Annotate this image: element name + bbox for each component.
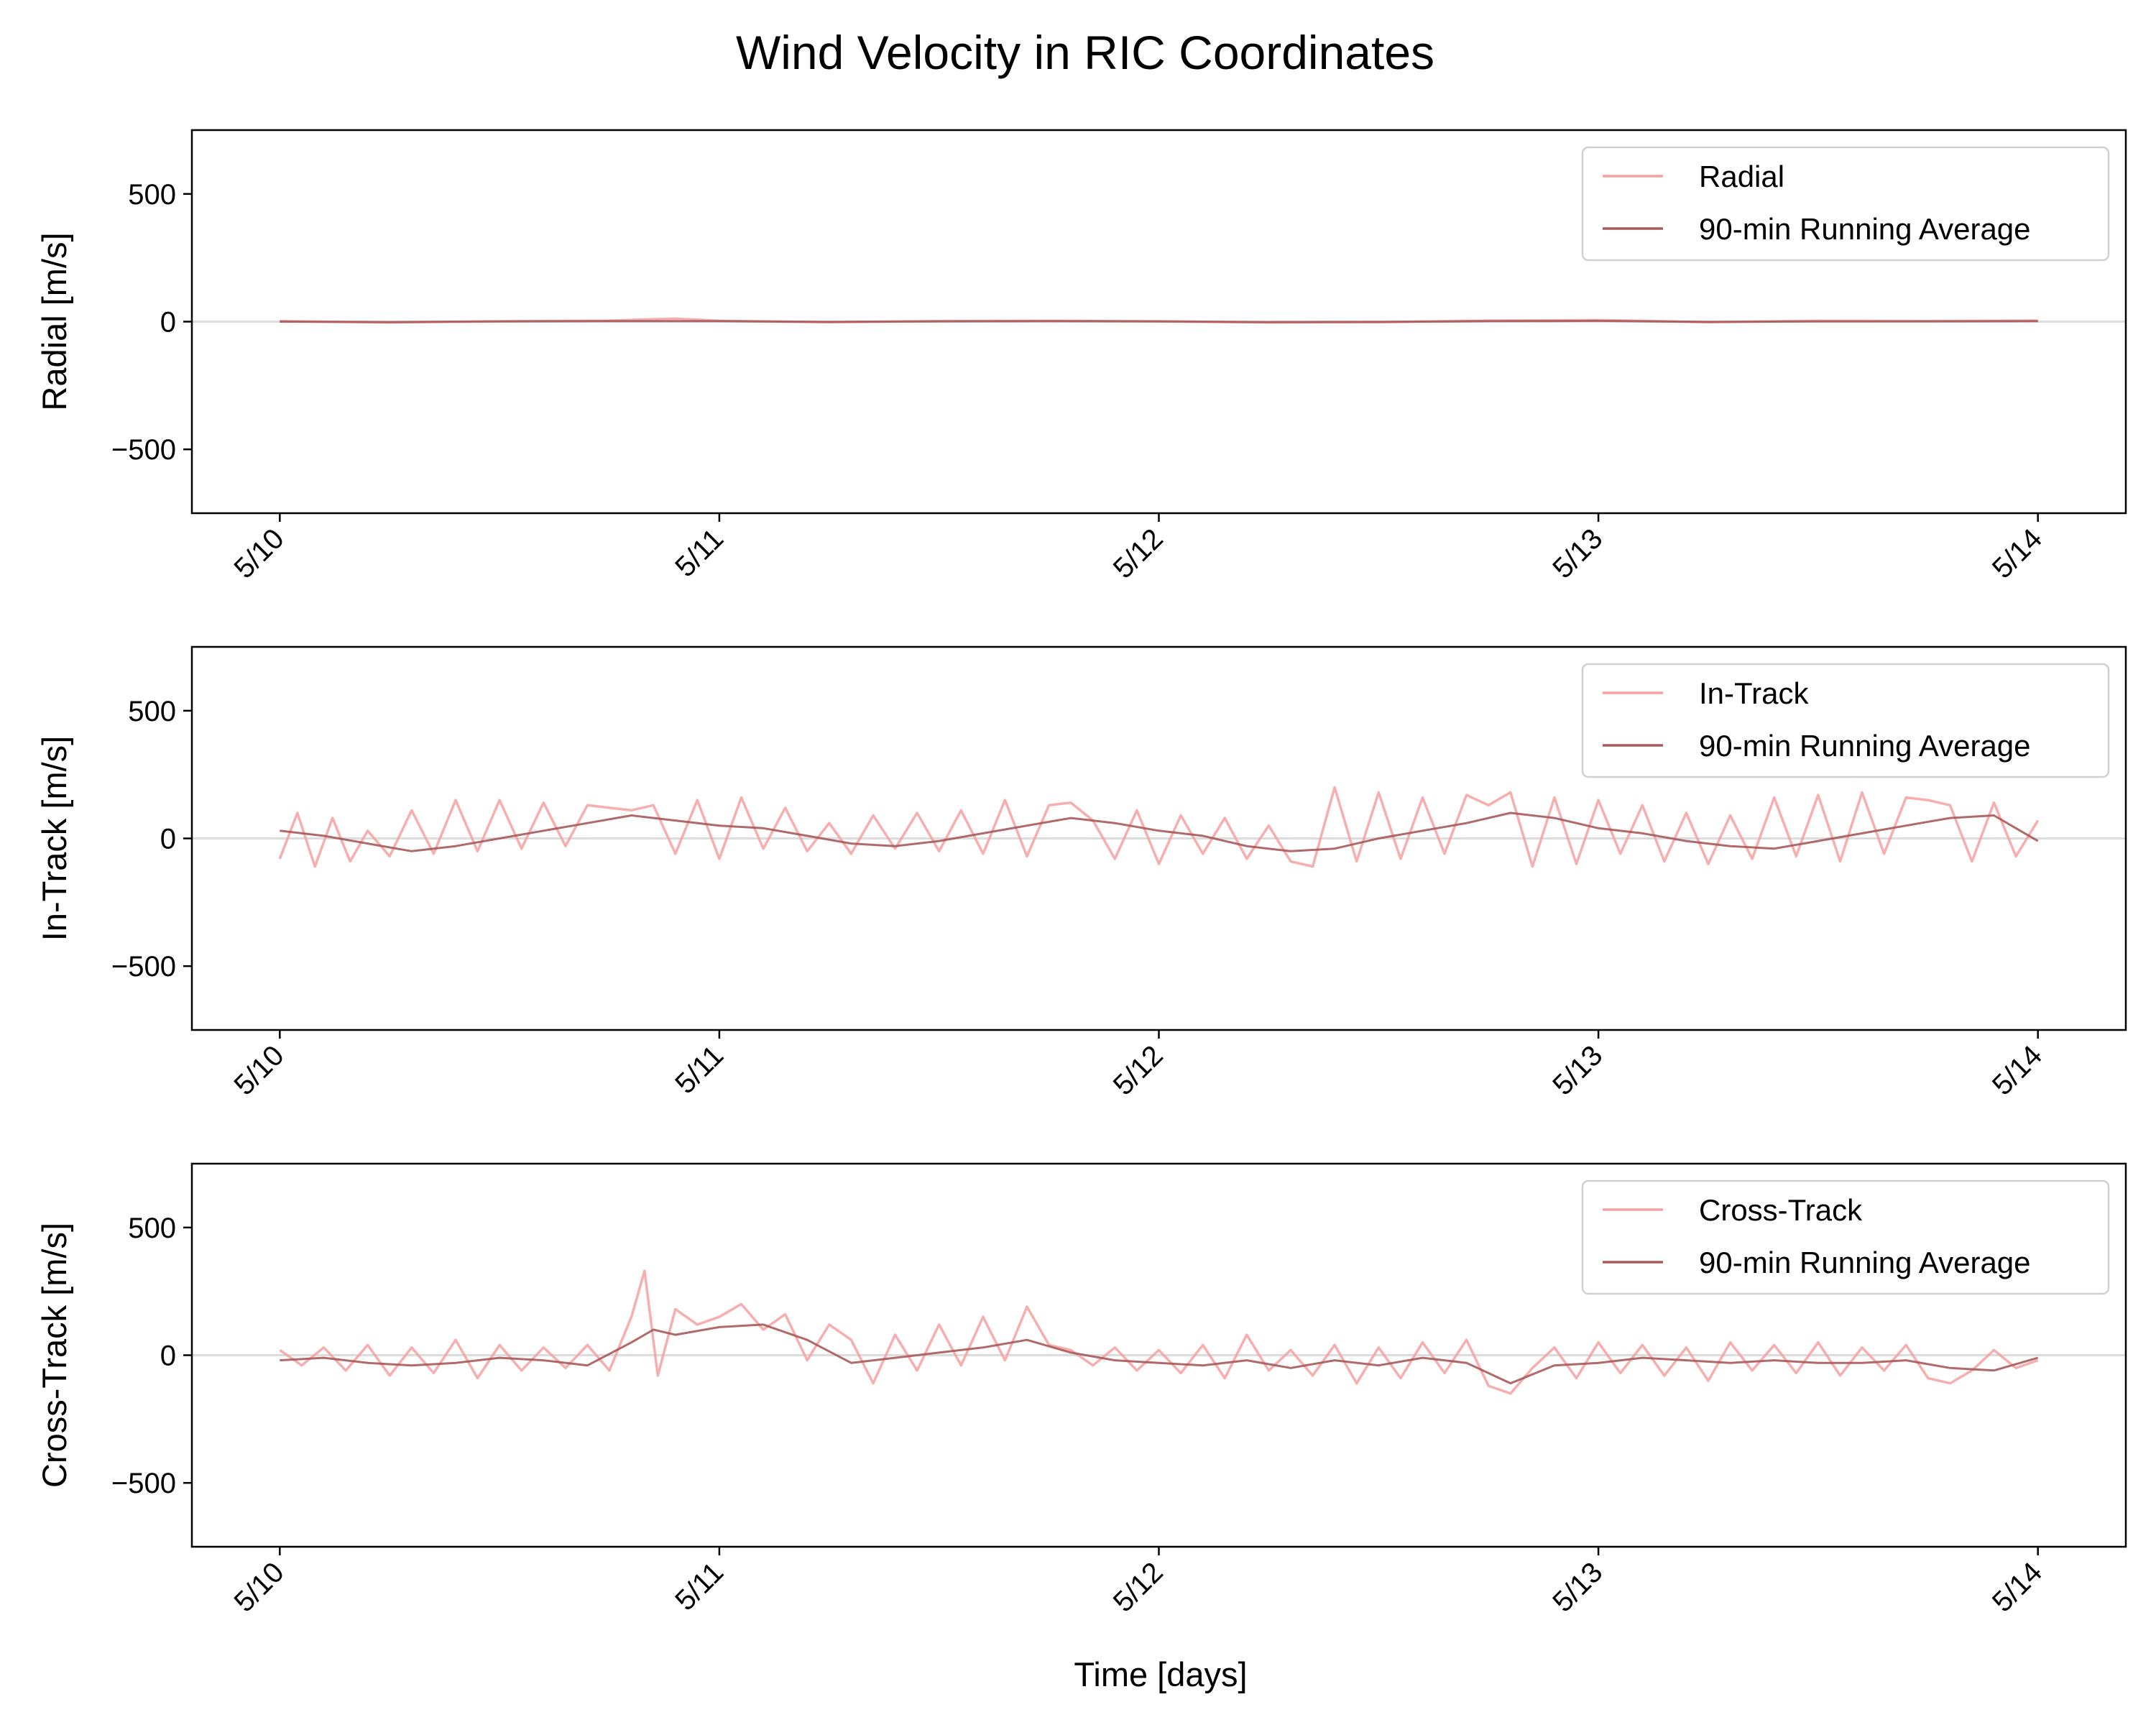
legend-box — [1581, 663, 2110, 778]
legend-box — [1581, 146, 2110, 262]
y-tick-label: 0 — [160, 307, 176, 339]
series-line-cross-track — [279, 1269, 2039, 1395]
y-tick-label: 500 — [128, 179, 176, 211]
legend-box — [1581, 1179, 2110, 1295]
legend-label: Radial — [1699, 160, 1784, 193]
legend-label: 90-min Running Average — [1699, 1246, 2031, 1279]
y-tick-label: 500 — [128, 696, 176, 727]
legend-label: 90-min Running Average — [1699, 212, 2031, 246]
y-axis-label: Radial [m/s] — [35, 232, 73, 410]
legend: Radial 90-min Running Average — [1581, 146, 2110, 262]
y-tick-label: 0 — [160, 824, 176, 855]
y-axis-label: In-Track [m/s] — [35, 736, 73, 942]
x-axis-label: Time [days] — [1074, 1655, 1247, 1693]
legend: Cross-Track 90-min Running Average — [1581, 1179, 2110, 1295]
legend-label: 90-min Running Average — [1699, 729, 2031, 763]
series-line-running-average — [280, 811, 2039, 852]
legend-label: In-Track — [1699, 676, 1809, 710]
figure-title: Wind Velocity in RIC Coordinates — [736, 26, 1434, 79]
y-tick-label: −500 — [111, 951, 176, 983]
y-tick-label: −500 — [111, 1468, 176, 1499]
legend: In-Track 90-min Running Average — [1581, 663, 2110, 778]
series-line-running-average — [280, 319, 2038, 323]
y-tick-label: 0 — [160, 1340, 176, 1372]
series-line-in-track — [278, 786, 2040, 868]
y-axis-label: Cross-Track [m/s] — [35, 1223, 73, 1488]
series-line-running-average — [280, 1323, 2039, 1385]
y-tick-label: 500 — [128, 1213, 176, 1244]
y-tick-label: −500 — [111, 434, 176, 466]
legend-label: Cross-Track — [1699, 1193, 1863, 1227]
